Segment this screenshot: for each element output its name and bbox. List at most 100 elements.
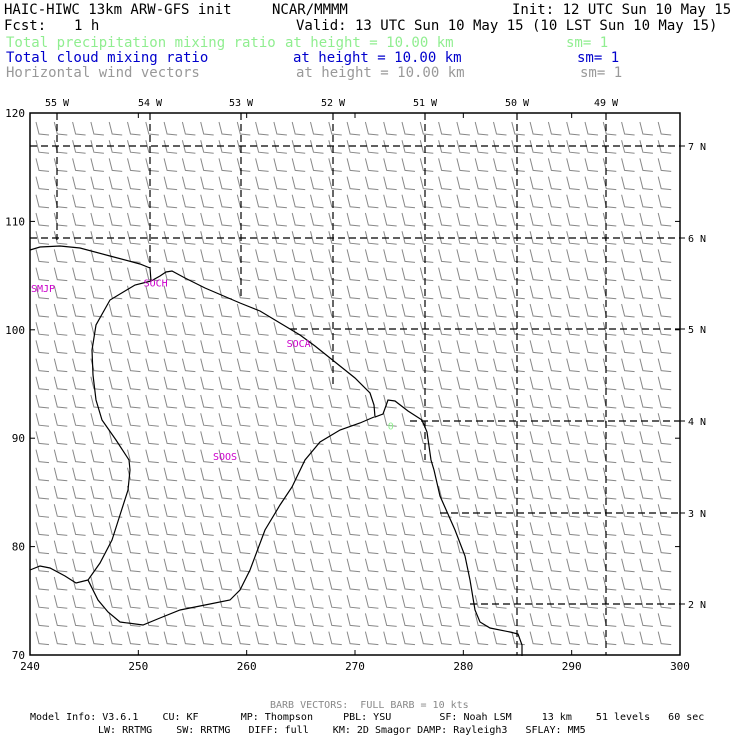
wind-barb	[200, 485, 214, 500]
wind-barb	[127, 394, 141, 409]
longitude-label: 50 W	[505, 98, 530, 109]
wind-barb	[621, 394, 635, 409]
wind-barb	[163, 449, 178, 464]
wind-barb	[547, 358, 562, 373]
wind-barb	[401, 631, 416, 646]
wind-barb	[108, 121, 123, 136]
wind-barb	[456, 467, 470, 482]
wind-barb	[90, 540, 104, 555]
wind-barb	[163, 267, 178, 282]
wind-barb	[438, 485, 452, 500]
wind-barb	[419, 540, 434, 555]
wind-barb	[584, 303, 599, 318]
wind-barb	[90, 394, 104, 409]
wind-barb	[90, 413, 104, 427]
wind-barb	[236, 613, 251, 627]
wind-barb	[328, 340, 342, 354]
wind-barb	[346, 413, 361, 427]
wind-barb	[383, 431, 397, 445]
wind-barb	[328, 394, 342, 409]
wind-barb	[255, 576, 269, 591]
wind-barb	[328, 249, 342, 263]
wind-barb	[456, 358, 470, 373]
wind-barb	[584, 576, 599, 591]
wind-barb	[438, 231, 452, 245]
wind-barb	[584, 358, 599, 373]
wind-barb	[493, 558, 507, 573]
wind-barb	[291, 394, 306, 409]
wind-barb	[72, 267, 86, 282]
longitude-label: 51 W	[413, 98, 438, 109]
wind-barb	[328, 540, 342, 555]
wind-barb	[511, 285, 525, 300]
wind-barb	[108, 140, 123, 154]
wind-barb	[639, 194, 653, 209]
wind-barb	[346, 285, 361, 300]
wind-barb	[529, 540, 544, 555]
wind-barb	[310, 595, 324, 609]
wind-barb	[35, 467, 50, 482]
wind-barb	[383, 376, 397, 391]
wind-barb	[493, 613, 507, 627]
wind-barb	[90, 140, 104, 154]
wind-barb	[364, 376, 379, 391]
wind-barb	[529, 358, 544, 373]
wind-barb	[273, 140, 287, 154]
wind-barb	[35, 504, 50, 518]
forecast-label: Fcst:	[4, 18, 47, 34]
wind-barb	[529, 485, 544, 500]
wind-barb	[621, 504, 635, 518]
wind-barb	[529, 504, 544, 518]
wind-barb	[310, 467, 324, 482]
wind-barb	[35, 322, 50, 336]
wind-barb	[236, 540, 251, 555]
wind-barb	[236, 340, 251, 354]
wind-barb	[127, 558, 141, 573]
wind-barb	[474, 231, 489, 245]
wind-barb	[181, 595, 196, 609]
wind-barb	[163, 249, 178, 263]
wind-barb	[218, 467, 233, 482]
wind-barb	[218, 485, 233, 500]
wind-barb	[474, 158, 489, 172]
wind-barb	[127, 540, 141, 555]
wind-barb	[438, 413, 452, 427]
wind-barb	[163, 285, 178, 300]
wind-barb	[145, 613, 159, 627]
wind-barb	[35, 285, 50, 300]
wind-barb	[53, 595, 68, 609]
wind-barb	[364, 285, 379, 300]
wind-barb	[584, 613, 599, 627]
wind-barb	[181, 340, 196, 354]
wind-barb	[346, 121, 361, 136]
wind-barb	[547, 449, 562, 464]
wind-barb	[127, 176, 141, 191]
wind-barb	[255, 267, 269, 282]
wind-barb	[456, 394, 470, 409]
station-labels: SMJP SOCH SOCA SOOS 0	[31, 278, 394, 462]
wind-barb	[35, 158, 50, 172]
wind-barb	[181, 522, 196, 536]
wind-barb	[72, 121, 86, 136]
wind-barb	[255, 212, 269, 227]
wind-barb	[401, 249, 416, 263]
wind-barb	[291, 322, 306, 336]
wind-barb	[328, 176, 342, 191]
wind-barb	[346, 449, 361, 464]
wind-barb	[621, 449, 635, 464]
wind-barb	[181, 231, 196, 245]
wind-barb	[127, 485, 141, 500]
wind-barb	[529, 158, 544, 172]
wind-barb	[456, 376, 470, 391]
wind-barb	[401, 504, 416, 518]
station-label: SOOS	[213, 452, 237, 463]
wind-barb	[72, 303, 86, 318]
wind-barb	[547, 413, 562, 427]
wind-barb	[181, 613, 196, 627]
field-precip-height: at height = 10.00 km	[285, 35, 454, 51]
wind-barb	[35, 176, 50, 191]
wind-barb	[200, 121, 214, 136]
wind-barb	[53, 231, 68, 245]
wind-barb	[145, 522, 159, 536]
wind-barb	[145, 176, 159, 191]
